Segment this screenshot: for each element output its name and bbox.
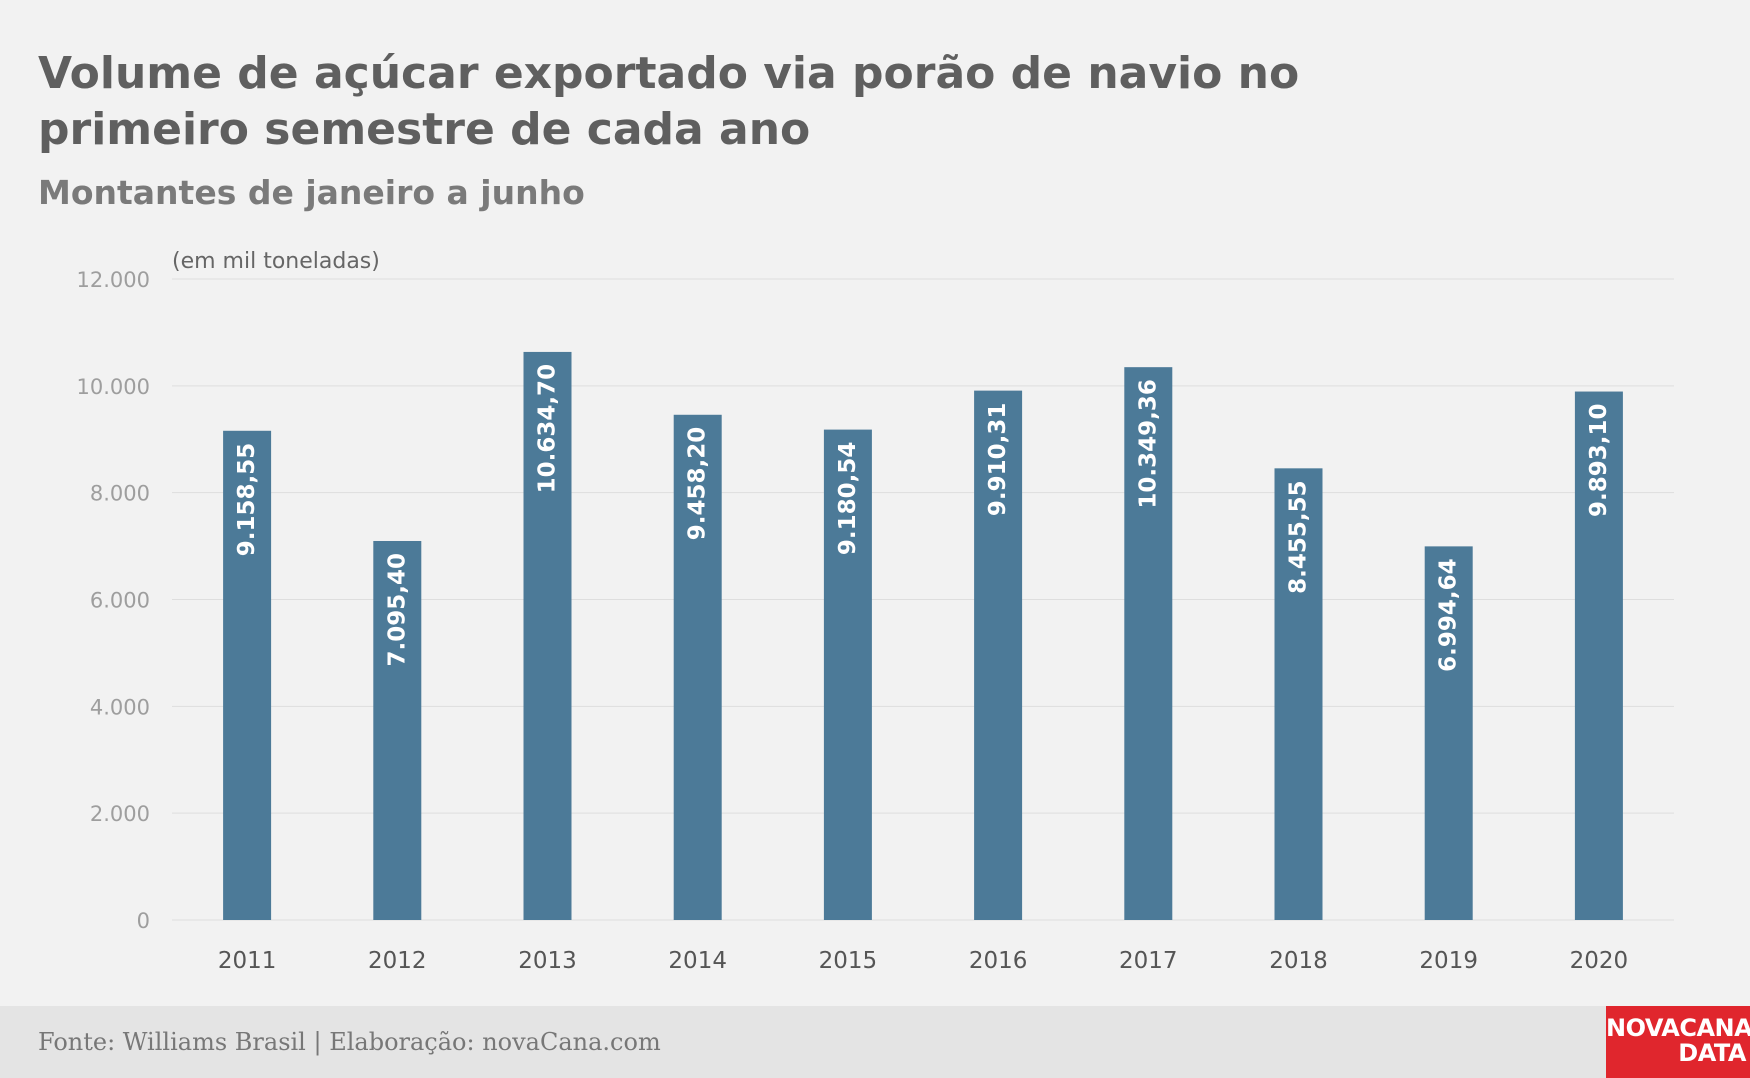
x-tick-label: 2014 <box>668 948 727 974</box>
logo-text-bottom: DATA <box>1678 1039 1746 1067</box>
x-axis: 2011 2012 2013 2014 2015 2016 2017 2018 2019 2020 <box>218 948 1628 974</box>
chart-subtitle: Montantes de janeiro a junho <box>38 173 585 212</box>
x-tick-label: 2016 <box>969 948 1028 974</box>
y-tick-label: 0 <box>137 909 150 933</box>
x-tick-label: 2012 <box>368 948 427 974</box>
y-tick-label: 4.000 <box>90 695 150 719</box>
bar <box>974 390 1023 920</box>
chart-title: Volume de açúcar exportado via porão de … <box>38 48 1300 155</box>
y-tick-label: 8.000 <box>90 482 150 506</box>
bar <box>223 430 272 920</box>
footer-bar: Fonte: Williams Brasil | Elaboração: nov… <box>0 1006 1750 1078</box>
x-tick-label: 2013 <box>518 948 577 974</box>
bar <box>1274 468 1323 920</box>
y-tick-label: 12.000 <box>77 268 150 292</box>
y-tick-label: 10.000 <box>77 375 150 399</box>
x-tick-label: 2015 <box>819 948 878 974</box>
bar-value-label: 9.893,10 <box>1586 404 1612 518</box>
bar-value-label: 10.634,70 <box>535 364 561 494</box>
x-tick-label: 2011 <box>218 948 277 974</box>
bar-value-label: 9.180,54 <box>835 442 861 556</box>
bar <box>823 429 872 920</box>
x-tick-label: 2017 <box>1119 948 1178 974</box>
bar-value-label: 10.349,36 <box>1135 379 1161 509</box>
bar-value-label: 9.910,31 <box>985 403 1011 517</box>
x-tick-label: 2019 <box>1419 948 1478 974</box>
bar <box>673 414 722 920</box>
bar-value-label: 7.095,40 <box>384 553 410 667</box>
source-note: Fonte: Williams Brasil | Elaboração: nov… <box>38 1028 661 1056</box>
bar-chart: (em mil toneladas) 0 2.000 4.000 6.000 8.000… <box>77 249 1674 974</box>
y-tick-label: 6.000 <box>90 589 150 613</box>
bar <box>1124 367 1173 920</box>
bar <box>523 351 572 920</box>
x-tick-label: 2018 <box>1269 948 1328 974</box>
bar-value-label: 9.158,55 <box>234 443 260 556</box>
y-axis: 0 2.000 4.000 6.000 8.000 10.000 12.000 <box>77 268 150 933</box>
bar <box>1424 546 1473 920</box>
y-tick-label: 2.000 <box>90 802 150 826</box>
bar-value-label: 6.994,64 <box>1436 558 1462 672</box>
bar <box>373 540 422 920</box>
novacana-data-logo[interactable]: NOVACANA DATA <box>1606 1006 1750 1078</box>
grid-lines <box>172 278 1674 921</box>
bar <box>1574 391 1623 920</box>
x-tick-label: 2020 <box>1570 948 1629 974</box>
unit-note: (em mil toneladas) <box>172 249 380 274</box>
bars: 9.158,55 7.095,40 10.634,70 9.458,20 9.180,5… <box>223 351 1623 920</box>
logo-text-top: NOVACANA <box>1606 1014 1750 1042</box>
bar-value-label: 8.455,55 <box>1286 480 1312 594</box>
bar-value-label: 9.458,20 <box>685 427 711 541</box>
